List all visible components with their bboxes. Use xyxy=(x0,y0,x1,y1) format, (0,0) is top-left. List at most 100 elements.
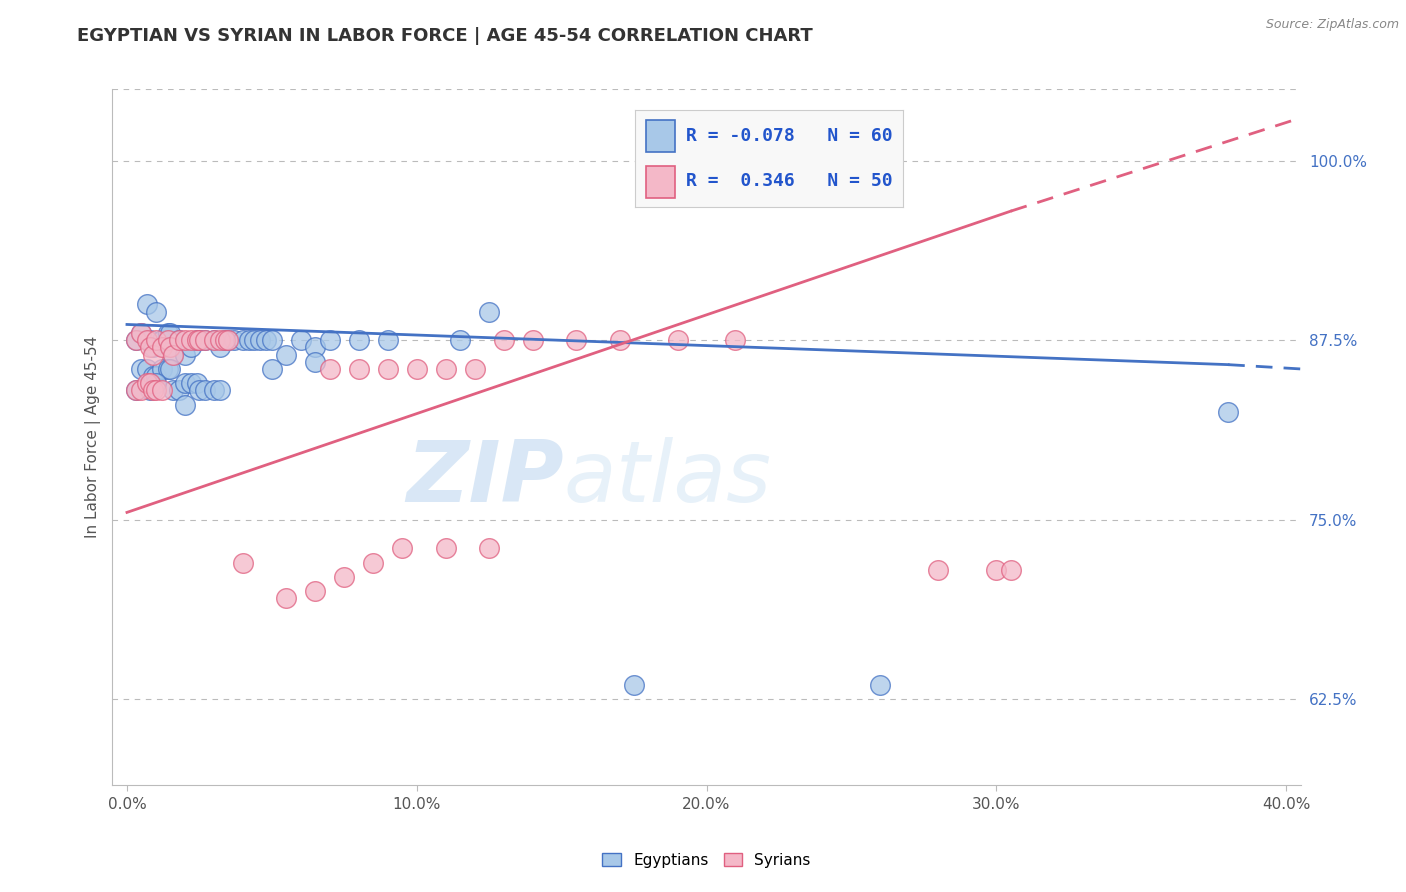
Point xyxy=(142,348,165,362)
Point xyxy=(124,384,146,398)
Point xyxy=(145,304,167,318)
Point xyxy=(162,348,184,362)
Point xyxy=(124,333,146,347)
Point xyxy=(194,333,217,347)
Point xyxy=(522,333,544,347)
Point xyxy=(174,333,197,347)
Point xyxy=(202,333,225,347)
FancyBboxPatch shape xyxy=(645,166,675,198)
Point xyxy=(666,333,689,347)
Point xyxy=(623,677,645,691)
Point xyxy=(156,362,179,376)
Point xyxy=(290,333,312,347)
Point xyxy=(136,376,159,391)
Point xyxy=(174,398,197,412)
Point xyxy=(347,362,370,376)
Point xyxy=(145,369,167,384)
Point xyxy=(162,348,184,362)
Point xyxy=(174,376,197,391)
Point xyxy=(260,333,283,347)
Point xyxy=(243,333,266,347)
Point xyxy=(145,384,167,398)
Point xyxy=(1000,563,1022,577)
Point xyxy=(142,384,165,398)
Point xyxy=(361,556,384,570)
Point xyxy=(208,340,231,354)
Point xyxy=(159,362,181,376)
Point xyxy=(136,297,159,311)
Point xyxy=(464,362,486,376)
Point xyxy=(142,369,165,384)
Point xyxy=(391,541,413,556)
Point xyxy=(124,384,146,398)
Point xyxy=(167,333,190,347)
Text: R =  0.346   N = 50: R = 0.346 N = 50 xyxy=(686,172,893,190)
Point xyxy=(167,333,190,347)
Point xyxy=(180,340,202,354)
Point xyxy=(136,333,159,347)
Point xyxy=(434,541,457,556)
Point xyxy=(232,556,254,570)
Legend: Egyptians, Syrians: Egyptians, Syrians xyxy=(602,853,811,868)
Point xyxy=(159,326,181,340)
Point xyxy=(276,348,298,362)
Point xyxy=(142,340,165,354)
Point xyxy=(124,333,146,347)
Point xyxy=(304,584,326,599)
Point xyxy=(131,326,153,340)
Point xyxy=(188,333,211,347)
Point xyxy=(214,333,236,347)
FancyBboxPatch shape xyxy=(645,120,675,152)
Point xyxy=(478,304,501,318)
Point xyxy=(180,333,202,347)
Point xyxy=(186,333,208,347)
Point xyxy=(347,333,370,347)
Point xyxy=(150,333,173,347)
Point xyxy=(260,362,283,376)
Point xyxy=(186,333,208,347)
Point xyxy=(276,591,298,606)
Point xyxy=(319,333,342,347)
Y-axis label: In Labor Force | Age 45-54: In Labor Force | Age 45-54 xyxy=(86,336,101,538)
Point xyxy=(869,677,891,691)
Point xyxy=(478,541,501,556)
Point xyxy=(217,333,239,347)
Point xyxy=(162,384,184,398)
Point xyxy=(214,333,236,347)
Point xyxy=(139,376,162,391)
Point xyxy=(986,563,1008,577)
Point xyxy=(174,348,197,362)
Point xyxy=(492,333,515,347)
Point xyxy=(319,362,342,376)
Point xyxy=(139,333,162,347)
Point xyxy=(254,333,277,347)
Point xyxy=(194,333,217,347)
Point xyxy=(188,333,211,347)
Point xyxy=(304,340,326,354)
Point xyxy=(188,384,211,398)
Point xyxy=(131,384,153,398)
Point xyxy=(150,362,173,376)
Point xyxy=(202,333,225,347)
Point xyxy=(136,362,159,376)
Point xyxy=(145,333,167,347)
Point xyxy=(217,333,239,347)
Point xyxy=(194,384,217,398)
Point xyxy=(724,333,747,347)
Text: atlas: atlas xyxy=(564,437,772,520)
Point xyxy=(150,384,173,398)
Point xyxy=(377,362,399,376)
Point xyxy=(139,384,162,398)
Point xyxy=(565,333,588,347)
Point xyxy=(232,333,254,347)
Point xyxy=(131,326,153,340)
Point xyxy=(167,384,190,398)
Text: R = -0.078   N = 60: R = -0.078 N = 60 xyxy=(686,128,893,145)
Point xyxy=(156,333,179,347)
Point xyxy=(186,376,208,391)
Point xyxy=(202,384,225,398)
Point xyxy=(159,340,181,354)
Point xyxy=(1216,405,1239,419)
Point xyxy=(208,384,231,398)
Point xyxy=(609,333,631,347)
